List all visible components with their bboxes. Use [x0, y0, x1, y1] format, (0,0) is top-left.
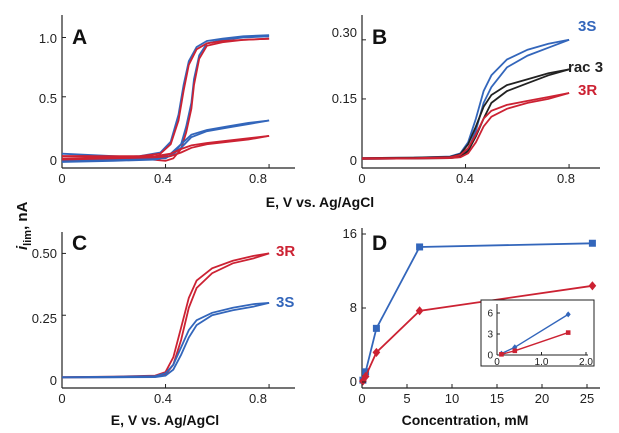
- inset-data-point-red: [512, 348, 518, 354]
- panel-c-xtick: 0: [58, 391, 65, 406]
- panel-d-xtick: 15: [490, 391, 504, 406]
- panel-a-xtick: 0.8: [249, 171, 267, 186]
- series-label-3r: 3R: [276, 243, 295, 260]
- panel-c-xtick: 0.8: [249, 391, 267, 406]
- panel-d-xtick: 20: [535, 391, 549, 406]
- panel-b-plot-area: [361, 38, 570, 168]
- data-point-red: [588, 281, 597, 291]
- panel-a-xtick: 0.4: [154, 171, 172, 186]
- series-label-3s: 3S: [276, 294, 294, 311]
- series-red-reverse-trace: [61, 252, 270, 379]
- series-red-reverse-trace: [61, 135, 270, 161]
- panel-d-plot-area: [359, 239, 597, 386]
- series-label-3s: 3S: [578, 18, 596, 35]
- panel-b-xtick: 0.4: [456, 171, 474, 186]
- inset-xtick: 1.0: [535, 357, 549, 368]
- panel-c-xtick: 0.4: [154, 391, 172, 406]
- panel-a: A 0 0.4 0.8 0 0.5 1.0: [39, 15, 295, 186]
- inset-data-point-red: [499, 352, 504, 357]
- inset-ytick: 6: [487, 309, 493, 320]
- data-point-blue: [372, 324, 380, 332]
- y-axis-label-main: i: [14, 245, 31, 250]
- series-red-reverse-trace: [62, 37, 270, 162]
- data-point-red: [372, 347, 381, 357]
- panel-b-ytick: 0: [350, 153, 357, 168]
- panel-b-label: B: [372, 26, 387, 49]
- y-axis-label-unit: , nA: [14, 201, 31, 229]
- panel-b-xtick: 0: [358, 171, 365, 186]
- series-red-forward-trace: [62, 37, 270, 157]
- series-red-forward-trace: [61, 135, 270, 160]
- panel-c-label: C: [72, 232, 87, 255]
- panel-d-ytick: 0: [350, 374, 357, 389]
- panel-c-plot-area: [61, 252, 270, 388]
- inset-plot-area: 0 1.0 2.0 0 3 6: [487, 304, 593, 368]
- panel-a-label: A: [72, 26, 87, 49]
- panel-d-ticks: 0 5 10 15 20 25 0 8 16: [343, 226, 595, 406]
- panel-a-xtick: 0: [58, 171, 65, 186]
- panel-b: B 0 0.4 0.8 0 0.15 0.30 3S rac 3 3R: [332, 15, 603, 186]
- series-red-reverse-trace: [361, 92, 570, 160]
- y-axis-label: ilim, nA: [14, 201, 34, 250]
- panel-a-ytick: 0.5: [39, 91, 57, 106]
- series-blue-reverse-trace: [61, 302, 270, 379]
- inset-xtick: 0: [494, 357, 500, 368]
- data-point-blue: [416, 243, 424, 251]
- upper-x-axis-label: E, V vs. Ag/AgCl: [266, 194, 374, 210]
- series-blue-reverse-trace: [61, 119, 270, 163]
- panel-c-ytick: 0: [50, 373, 57, 388]
- panel-c-ytick: 0.25: [32, 311, 57, 326]
- panel-b-xtick: 0.8: [557, 171, 575, 186]
- panel-b-ytick: 0.15: [332, 91, 357, 106]
- panel-a-ytick: 0: [50, 153, 57, 168]
- series-blue-forward-trace: [61, 302, 270, 378]
- series-red-forward-trace: [61, 252, 270, 378]
- inset-data-point-blue: [565, 311, 571, 318]
- inset-ytick: 0: [487, 351, 493, 362]
- data-point-blue: [588, 239, 596, 247]
- data-point-red: [415, 306, 424, 316]
- panel-d-xtick: 10: [445, 391, 459, 406]
- panel-a-ytick: 1.0: [39, 31, 57, 46]
- panel-c-ytick: 0.50: [32, 246, 57, 261]
- panel-d-xtick: 25: [580, 391, 594, 406]
- panel-d-ytick: 16: [343, 226, 357, 241]
- panel-d-ytick: 8: [350, 300, 357, 315]
- panel-a-plot-area: [61, 34, 270, 168]
- series-blue-forward-trace: [61, 119, 270, 162]
- panel-d-xtick: 0: [358, 391, 365, 406]
- data-point-red: [361, 371, 370, 381]
- panel-d: D 0 5 10 15 20 25 0 8 16 Concentration, mM 0 1.0 2…: [343, 226, 600, 428]
- panel-c: C 0 0.4 0.8 0 0.25 0.50 3R 3S E, V vs. A…: [32, 232, 295, 428]
- panel-d-label: D: [372, 232, 387, 255]
- y-axis-label-sub: lim: [22, 230, 34, 246]
- series-label-rac3: rac 3: [568, 59, 603, 76]
- data-point-blue: [362, 368, 370, 376]
- data-point-red: [359, 376, 367, 386]
- panel-d-x-axis-label: Concentration, mM: [402, 412, 529, 428]
- panel-b-ytick: 0.30: [332, 25, 357, 40]
- inset-xtick: 2.0: [579, 357, 593, 368]
- inset-ytick: 3: [487, 330, 493, 341]
- series-label-3r: 3R: [578, 82, 597, 99]
- inset-data-point-red: [565, 330, 571, 335]
- panel-d-xtick: 5: [403, 391, 410, 406]
- panel-c-x-axis-label: E, V vs. Ag/AgCl: [111, 412, 219, 428]
